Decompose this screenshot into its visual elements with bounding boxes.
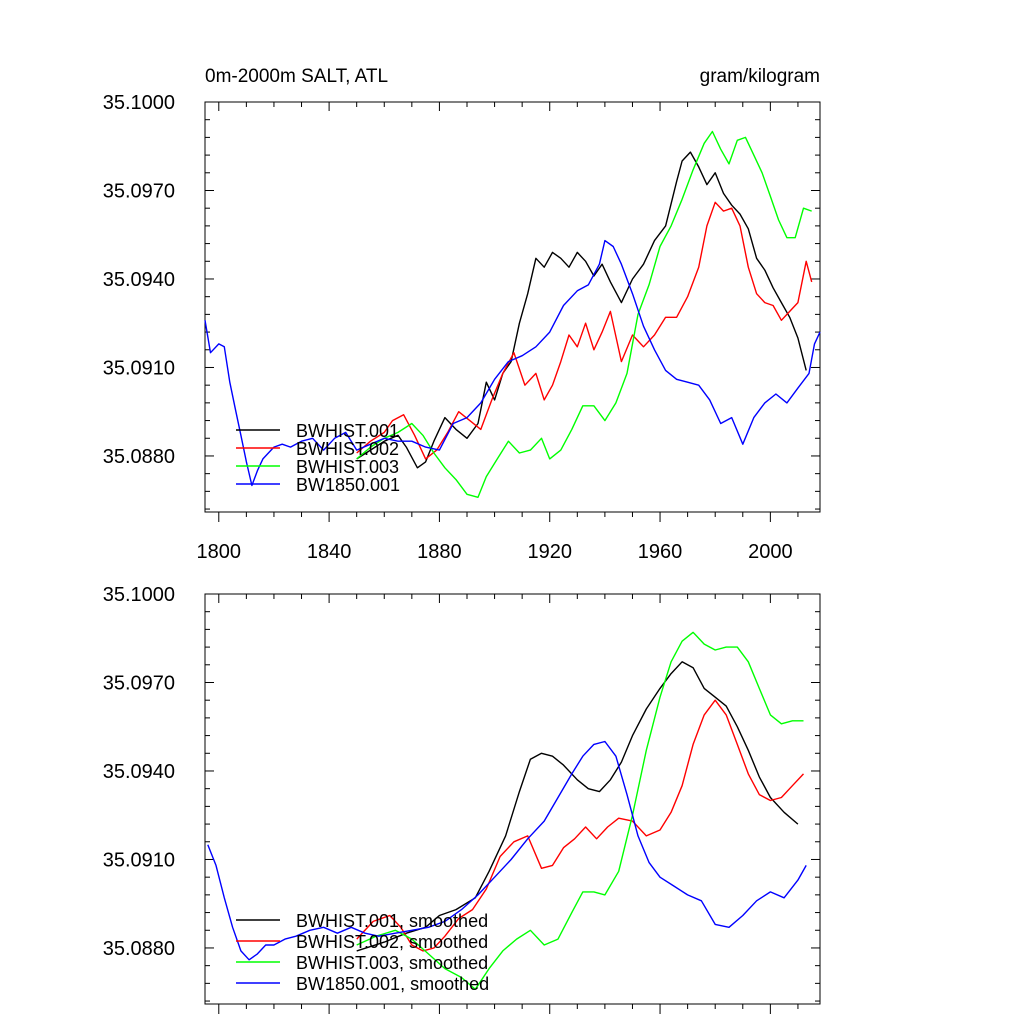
- x-tick-label: 2000: [748, 541, 793, 563]
- legend-label: BW1850.001, smoothed: [296, 974, 489, 994]
- plot-frame: [204, 101, 821, 513]
- y-tick-label: 35.1000: [103, 92, 175, 114]
- series-line-bw1850-001: [204, 239, 821, 487]
- legend-label: BWHIST.001: [296, 421, 399, 441]
- bottom-panel-smoothed: 35.0880 35.0910 35.0940 35.0970 35.1000 BWHIS…: [103, 584, 821, 1014]
- series-line-bwhist-001: [356, 151, 807, 469]
- legend-label: BWHIST.001, smoothed: [296, 911, 488, 931]
- y-tick-label: 35.0910: [103, 357, 175, 379]
- legend-label: BWHIST.002: [296, 439, 399, 459]
- chart-units: gram/kilogram: [700, 66, 820, 87]
- x-tick-label: 1800: [197, 541, 242, 563]
- y-tick-label: 35.0880: [103, 938, 175, 960]
- y-tick-label: 35.0940: [103, 269, 175, 291]
- legend-label: BWHIST.003: [296, 457, 399, 477]
- series-line-bwhist-003-smoothed: [356, 631, 804, 990]
- x-tick-label: 1920: [527, 541, 572, 563]
- y-tick-label: 35.0970: [103, 672, 175, 694]
- top-panel-raw: 0m-2000m SALT, ATL gram/kilogram 35.0880…: [103, 66, 821, 563]
- y-tick-label: 35.0940: [103, 761, 175, 783]
- series-line-bwhist-001-smoothed: [356, 661, 799, 952]
- y-tick-label: 35.0910: [103, 849, 175, 871]
- plot-frame: [204, 593, 821, 1005]
- series-line-bwhist-002: [356, 201, 813, 460]
- series-line-bw1850-001-smoothed: [207, 740, 807, 961]
- series-line-bwhist-003: [356, 130, 812, 498]
- legend-label: BWHIST.003, smoothed: [296, 953, 488, 973]
- legend-label: BW1850.001: [296, 475, 400, 495]
- chart-title: 0m-2000m SALT, ATL: [205, 66, 388, 87]
- y-tick-label: 35.1000: [103, 584, 175, 606]
- y-tick-label: 35.0880: [103, 446, 175, 468]
- x-tick-label: 1840: [307, 541, 352, 563]
- x-tick-label: 1880: [417, 541, 462, 563]
- x-tick-label: 1960: [638, 541, 683, 563]
- series-line-bwhist-002-smoothed: [356, 699, 805, 952]
- y-tick-label: 35.0970: [103, 180, 175, 202]
- legend-label: BWHIST.002, smoothed: [296, 932, 488, 952]
